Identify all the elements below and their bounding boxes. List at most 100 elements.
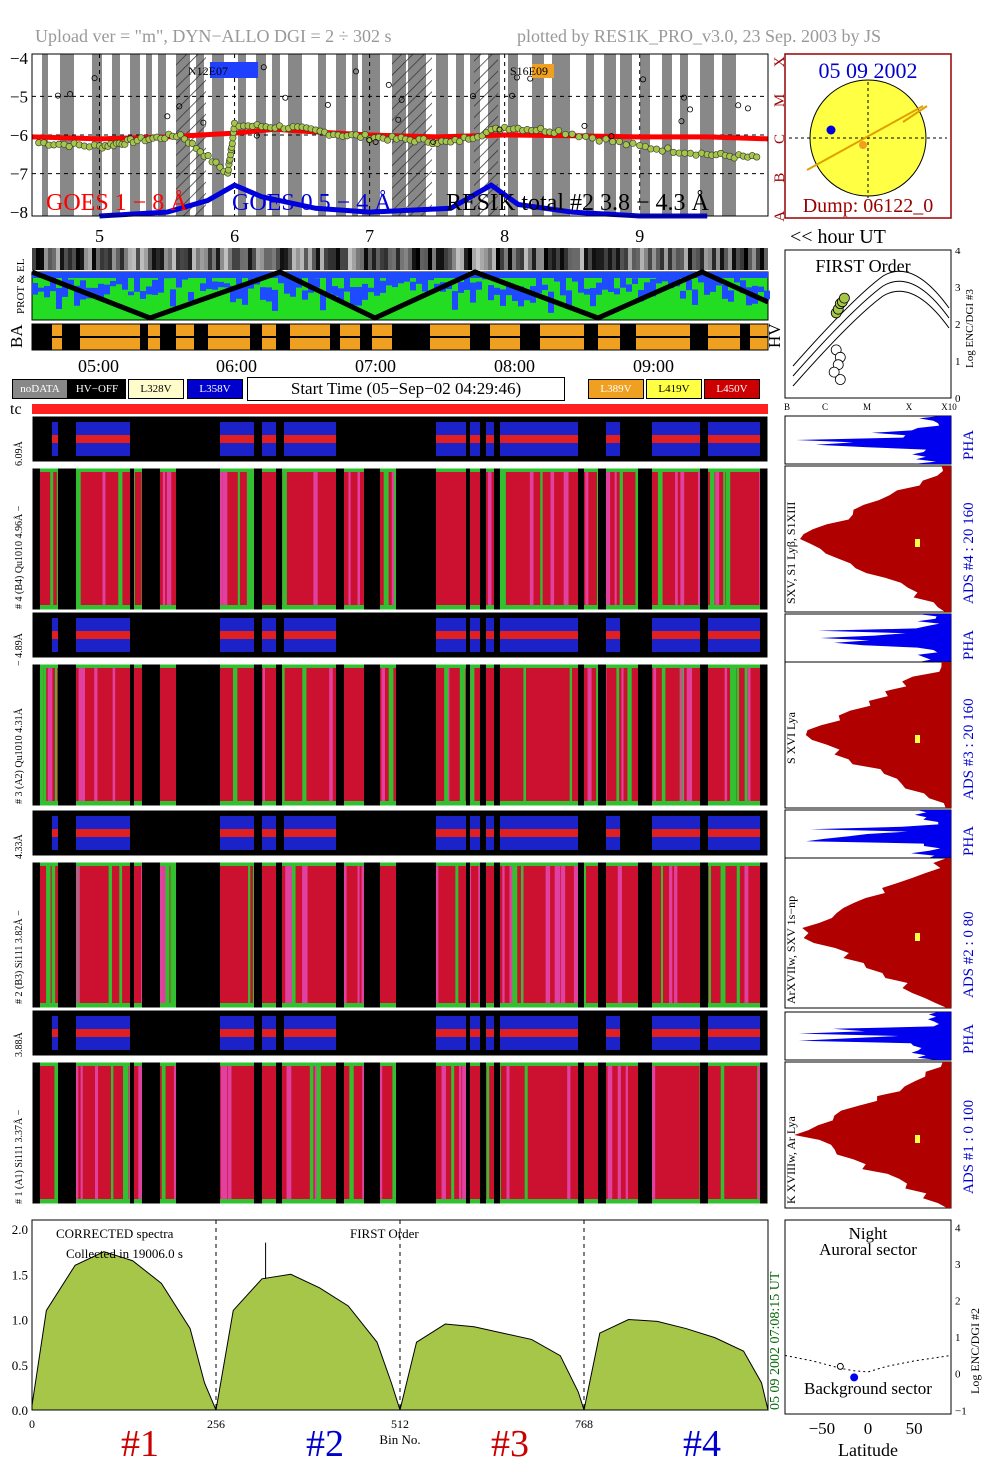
- spec-stripe: [573, 862, 579, 1008]
- spec-stripe: [486, 1062, 490, 1204]
- spec-stripe: [560, 862, 566, 1008]
- pha-line: [470, 1029, 480, 1037]
- first-order-frame: [784, 249, 952, 399]
- spec-stripe: [513, 862, 518, 1008]
- el-cell: [616, 248, 620, 270]
- hv-label: HV: [765, 323, 784, 348]
- el-cell: [536, 248, 540, 270]
- legend-l328v: L328V: [128, 379, 184, 399]
- resik-point: [555, 127, 563, 135]
- spec-off-column: [32, 468, 40, 610]
- spec-stripe: [47, 664, 53, 806]
- spec-off-column: [638, 810, 652, 856]
- region-n12-marker: [210, 62, 258, 78]
- el-cell: [240, 248, 244, 270]
- prot-cell: [332, 286, 338, 296]
- pha-line: [606, 435, 620, 443]
- spec-stripe: [732, 664, 737, 806]
- spec-off-column: [254, 468, 262, 610]
- prot-cell: [338, 288, 344, 302]
- first-order-chart: FIRST Order 4 3 2 1 0 B C M X X10 Log ENC/DGI #3: [784, 248, 976, 412]
- first-order-point: [839, 292, 850, 304]
- spec-off-column: [396, 612, 436, 658]
- el-cell: [328, 248, 332, 270]
- spec-off-column: [466, 862, 470, 1008]
- spec-off-column: [58, 468, 76, 610]
- el-cell: [688, 248, 692, 270]
- spec-off-column: [276, 810, 282, 856]
- prot-cell: [350, 287, 356, 306]
- spec-stripe: [222, 468, 228, 610]
- spec-stripe: [657, 468, 663, 610]
- spec-off-column: [760, 810, 768, 856]
- spec-stripe: [736, 862, 740, 1008]
- spec-off-column: [336, 1010, 344, 1056]
- el-cell: [500, 248, 504, 270]
- el-cell: [44, 248, 48, 270]
- spec-stripe: [674, 862, 678, 1008]
- spec-off-column: [700, 810, 708, 856]
- ch3-pha-tag: PHA: [961, 630, 977, 660]
- prot-cell: [320, 291, 326, 311]
- prot-cell: [266, 287, 272, 302]
- spec-off-column: [480, 862, 486, 1008]
- spec-off-column: [494, 612, 500, 658]
- spec-stripe: [50, 468, 54, 610]
- spec-stripe: [379, 1062, 383, 1204]
- spec-off-column: [176, 862, 220, 1008]
- el-cell: [272, 248, 276, 270]
- spec-stripe: [38, 664, 42, 806]
- spec-off-column: [130, 862, 134, 1008]
- pha-line: [284, 829, 336, 837]
- spec-stripe: [529, 468, 534, 610]
- spec-off-column: [364, 612, 380, 658]
- latitude-y-ticks: 4 3 2 1 0 −1: [955, 1222, 967, 1417]
- resik-point: [561, 130, 569, 138]
- el-cell: [620, 248, 624, 270]
- resik-point: [636, 142, 644, 150]
- spec-off-column: [130, 664, 134, 806]
- prot-cell: [362, 283, 368, 300]
- goes-series: [31, 64, 769, 219]
- spec-off-column: [32, 810, 40, 856]
- pha-line: [284, 631, 336, 639]
- prot-cell: [650, 279, 656, 297]
- resik-outlier: [744, 105, 751, 112]
- pha-line: [486, 829, 494, 837]
- ch1-ads-label: ADS #1 : 0 100: [961, 1100, 977, 1194]
- plot-credit: plotted by RES1K_PRO_v3.0, 23 Sep. 2003 …: [517, 26, 882, 46]
- prot-cell: [632, 278, 638, 284]
- el-cell: [408, 248, 412, 270]
- resik-outlier: [470, 93, 477, 100]
- el-cell: [624, 248, 628, 270]
- pha-line: [220, 1029, 254, 1037]
- resik-point: [216, 163, 224, 171]
- spec-off-column: [58, 810, 76, 856]
- el-cell: [484, 248, 488, 270]
- orbit-zigzag: [31, 269, 770, 321]
- prot-cell: [302, 290, 308, 300]
- el-cell: [396, 248, 400, 270]
- pha-line: [500, 435, 578, 443]
- spec-stripe: [462, 1062, 468, 1204]
- el-cell: [580, 248, 584, 270]
- el-cell: [476, 248, 480, 270]
- pha-line: [708, 829, 760, 837]
- spec-off-column: [396, 664, 436, 806]
- el-cell: [280, 248, 284, 270]
- region-n12-label: N12E07: [188, 64, 228, 78]
- spec-stripe: [545, 862, 551, 1008]
- spec-off-column: [130, 468, 134, 610]
- el-cell: [568, 248, 572, 270]
- spec-off-column: [176, 1062, 220, 1204]
- spec-off-column: [254, 1010, 262, 1056]
- el-cell: [136, 248, 140, 270]
- resik-point: [658, 147, 666, 155]
- ads-histogram: [802, 858, 951, 1008]
- spec-stripe: [502, 862, 505, 1008]
- el-cell: [708, 248, 712, 270]
- spec-stripe: [291, 862, 296, 1008]
- resik-point: [456, 137, 464, 145]
- el-cell: [656, 248, 660, 270]
- prot-cell: [764, 290, 770, 300]
